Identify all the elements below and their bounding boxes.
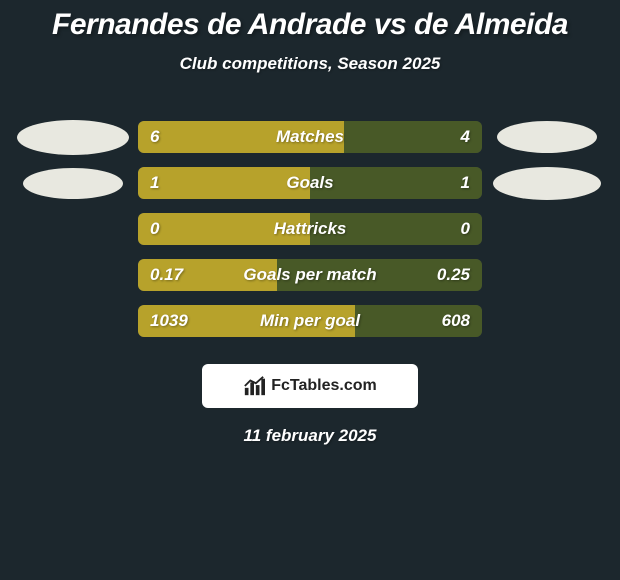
left-avatar-col <box>8 168 138 199</box>
stat-row: 1 Goals 1 <box>0 160 620 206</box>
bar-left-fill <box>138 121 344 153</box>
stat-left-value: 1 <box>150 167 159 199</box>
stat-bar: 1 Goals 1 <box>138 167 482 199</box>
bar-right-fill <box>310 167 482 199</box>
stat-row: 6 Matches 4 <box>0 114 620 160</box>
stat-left-value: 6 <box>150 121 159 153</box>
player-right-avatar <box>497 121 597 153</box>
stat-bar: 0.17 Goals per match 0.25 <box>138 259 482 291</box>
stat-row: 0 Hattricks 0 <box>0 206 620 252</box>
stats-block: 6 Matches 4 1 Goals 1 <box>0 114 620 344</box>
comparison-infographic: Fernandes de Andrade vs de Almeida Club … <box>0 0 620 580</box>
player-left-avatar <box>17 120 129 155</box>
left-avatar-col <box>8 120 138 155</box>
stat-row: 0.17 Goals per match 0.25 <box>0 252 620 298</box>
bar-left-fill <box>138 167 310 199</box>
stat-left-value: 1039 <box>150 305 188 337</box>
stat-bar: 1039 Min per goal 608 <box>138 305 482 337</box>
stat-right-value: 0 <box>461 213 470 245</box>
stat-right-value: 1 <box>461 167 470 199</box>
stat-left-value: 0 <box>150 213 159 245</box>
bar-right-fill <box>310 213 482 245</box>
stat-bar: 0 Hattricks 0 <box>138 213 482 245</box>
brand-text: FcTables.com <box>271 377 377 395</box>
page-title: Fernandes de Andrade vs de Almeida <box>0 0 620 42</box>
brand-badge: FcTables.com <box>202 364 418 408</box>
right-avatar-col <box>482 121 612 153</box>
page-subtitle: Club competitions, Season 2025 <box>0 54 620 74</box>
date-text: 11 february 2025 <box>244 426 377 446</box>
stat-right-value: 608 <box>442 305 470 337</box>
bar-chart-icon <box>243 375 265 397</box>
stat-bar: 6 Matches 4 <box>138 121 482 153</box>
footer: FcTables.com 11 february 2025 <box>0 364 620 446</box>
player-right-avatar <box>493 167 601 200</box>
right-avatar-col <box>482 167 612 200</box>
stat-left-value: 0.17 <box>150 259 183 291</box>
stat-right-value: 4 <box>461 121 470 153</box>
player-left-avatar <box>23 168 123 199</box>
stat-right-value: 0.25 <box>437 259 470 291</box>
stat-row: 1039 Min per goal 608 <box>0 298 620 344</box>
bar-left-fill <box>138 213 310 245</box>
